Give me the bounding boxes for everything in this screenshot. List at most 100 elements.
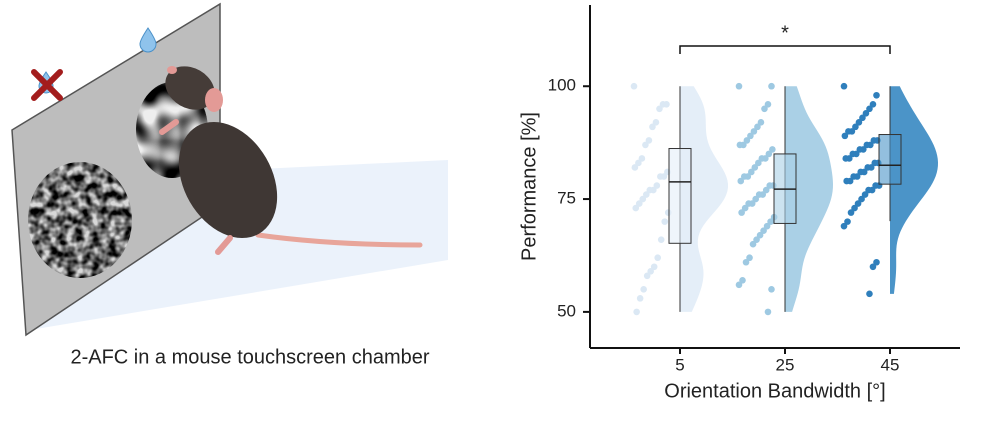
point <box>751 164 759 171</box>
point <box>757 119 765 126</box>
point <box>769 146 776 153</box>
point <box>735 82 743 90</box>
point <box>656 105 663 113</box>
point <box>866 105 873 113</box>
y-tick-label: 50 <box>557 301 576 320</box>
point <box>862 110 870 117</box>
point <box>843 177 850 185</box>
point <box>763 222 771 230</box>
point <box>735 281 743 289</box>
point <box>758 155 766 162</box>
point <box>866 290 873 298</box>
point <box>642 141 649 149</box>
point <box>737 177 745 185</box>
point <box>640 286 647 293</box>
point <box>768 286 775 293</box>
stimulus-noise <box>28 162 132 278</box>
point <box>642 191 650 198</box>
point <box>765 150 773 158</box>
point <box>844 218 851 225</box>
caption: 2-AFC in a mouse touchscreen chamber <box>70 346 429 368</box>
point <box>647 267 654 275</box>
point <box>842 155 850 162</box>
point <box>863 141 871 149</box>
point <box>856 146 864 153</box>
mouse-tail <box>255 232 423 248</box>
point <box>654 254 662 262</box>
point <box>766 182 774 189</box>
no-reward <box>31 69 63 101</box>
y-tick-label: 75 <box>557 189 576 208</box>
point <box>840 222 848 230</box>
point <box>869 263 877 271</box>
point <box>738 209 745 216</box>
point <box>768 82 775 90</box>
y-tick-label: 100 <box>548 76 576 95</box>
point <box>764 100 772 108</box>
point <box>871 159 879 167</box>
point <box>749 240 757 248</box>
point <box>864 164 872 171</box>
point <box>747 132 754 140</box>
point <box>850 173 857 180</box>
point <box>746 254 753 262</box>
point <box>755 159 762 167</box>
mouse-ear <box>205 88 223 112</box>
point <box>741 204 749 212</box>
point <box>872 182 879 189</box>
x-tick-label: 45 <box>881 355 900 374</box>
point <box>858 195 865 203</box>
point <box>755 191 763 198</box>
point <box>638 155 646 162</box>
point <box>756 231 764 239</box>
point <box>646 186 654 194</box>
point <box>736 141 744 149</box>
mouse-nose <box>167 66 177 74</box>
point <box>857 168 864 176</box>
point <box>767 218 774 225</box>
point <box>661 218 669 225</box>
mouse-body <box>178 121 278 239</box>
box <box>878 134 902 185</box>
point <box>873 258 880 266</box>
point <box>745 200 752 207</box>
point <box>649 123 656 131</box>
point <box>650 263 658 271</box>
point <box>747 168 755 176</box>
illustration: 2-AFC in a mouse touchscreen chamber <box>11 2 448 368</box>
significance-bracket <box>679 45 891 54</box>
point <box>639 195 647 203</box>
cloud <box>785 86 833 312</box>
point <box>643 272 651 280</box>
point <box>854 200 862 207</box>
point <box>750 128 758 135</box>
point <box>753 236 760 243</box>
point <box>764 308 772 316</box>
point <box>743 137 751 144</box>
x-axis-label: Orientation Bandwidth [°] <box>664 380 885 402</box>
mouse-paws <box>159 119 233 255</box>
point <box>762 186 770 194</box>
point <box>657 236 665 243</box>
point <box>652 119 660 126</box>
point <box>840 82 848 90</box>
point <box>631 164 639 171</box>
point <box>859 114 866 122</box>
point <box>870 137 878 144</box>
point <box>752 195 759 203</box>
point <box>636 295 644 302</box>
point <box>659 100 667 108</box>
point <box>740 173 748 180</box>
x-tick-label: 5 <box>675 355 684 374</box>
point <box>869 100 877 108</box>
point <box>861 191 869 198</box>
cloud <box>680 86 728 312</box>
point <box>739 277 746 284</box>
point <box>754 123 761 131</box>
point <box>845 128 852 135</box>
point <box>852 123 859 131</box>
point <box>849 150 857 158</box>
point <box>653 182 661 189</box>
point <box>851 204 858 212</box>
